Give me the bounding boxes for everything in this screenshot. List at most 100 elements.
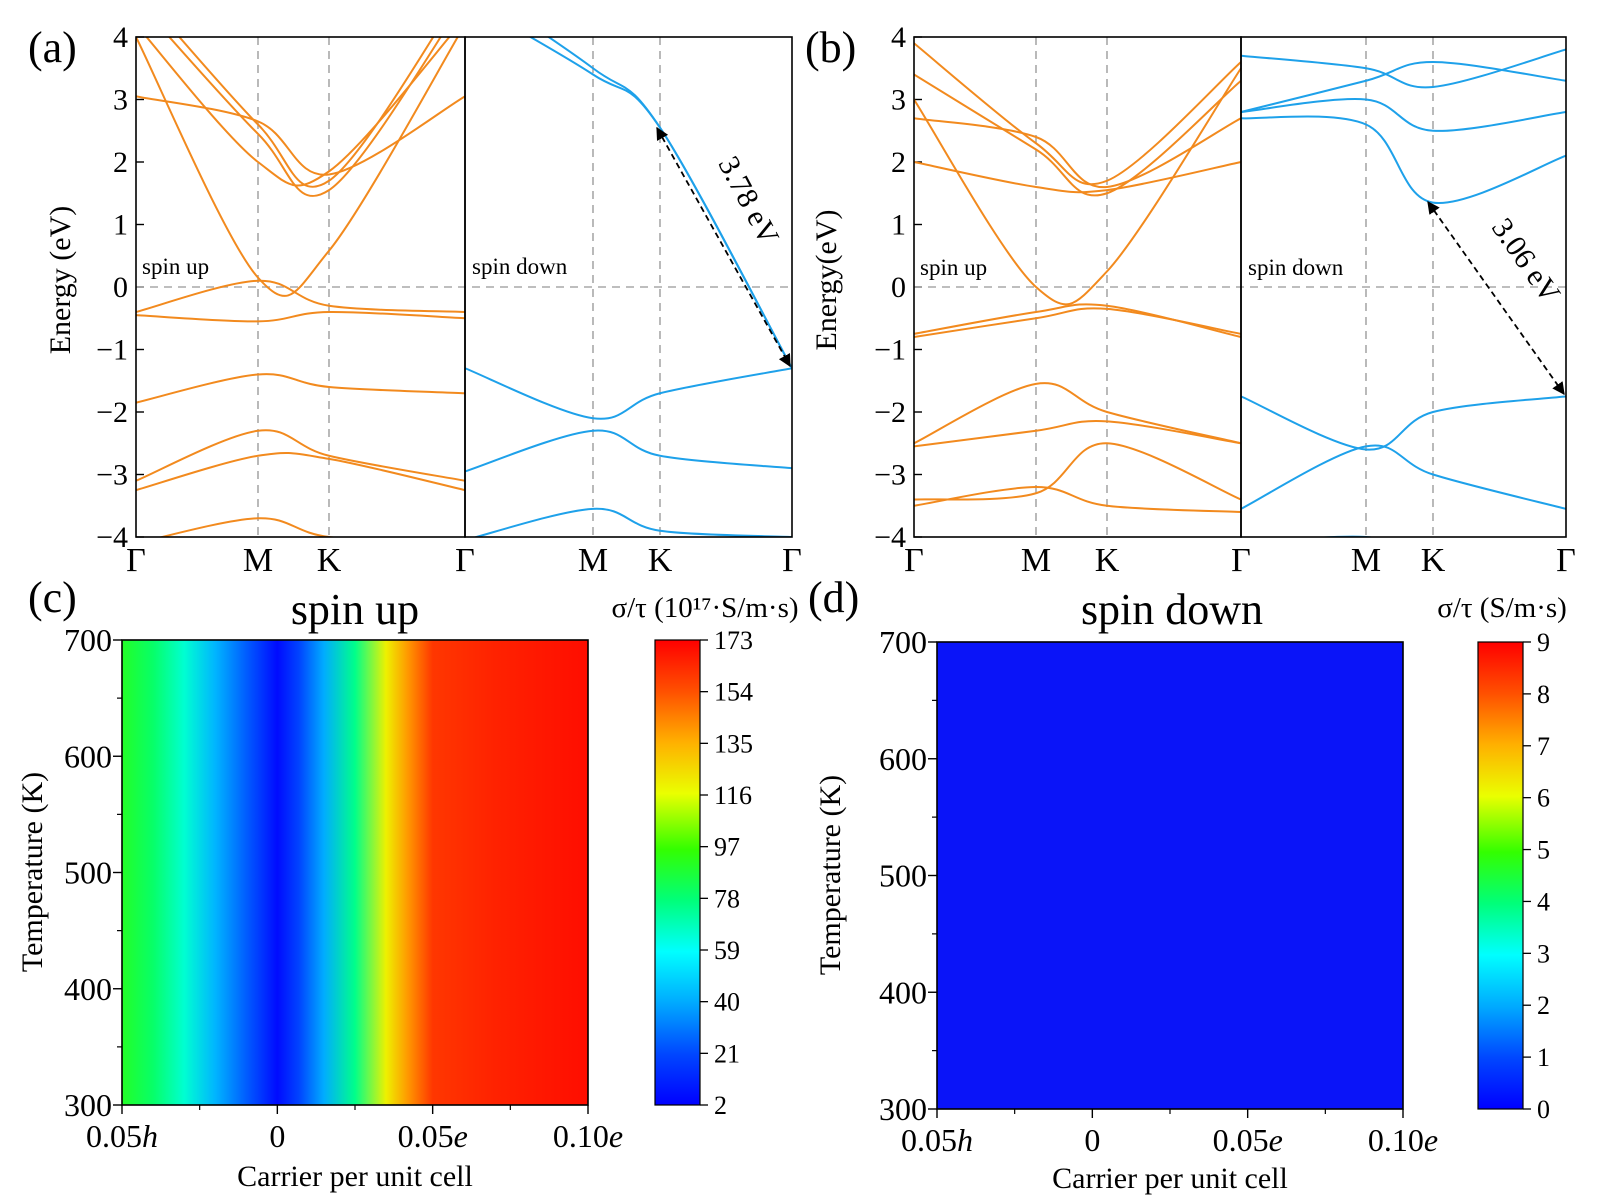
panel-c-colorbar-label: σ/τ (10¹⁷·S/m·s) bbox=[611, 592, 798, 624]
band-up-2 bbox=[167, 37, 442, 197]
band-up-9 bbox=[914, 442, 1242, 501]
band-down-14 bbox=[464, 429, 792, 473]
panel-d-colorbar-label: σ/τ (S/m·s) bbox=[1437, 592, 1567, 624]
ytick-label: 4 bbox=[113, 21, 128, 54]
colorbar-tick-label: 9 bbox=[1537, 628, 1550, 657]
band-down-13 bbox=[464, 367, 792, 420]
ytick-label: 3 bbox=[113, 84, 128, 117]
panel-d-colorbar-ticks: 9 8 7 6 5 4 3 2 1 0 bbox=[1523, 628, 1550, 1124]
band-up-0 bbox=[914, 117, 1242, 189]
panel-c-yticks: 700 600 500 400 300 bbox=[64, 622, 122, 1123]
xtick-label: 0 bbox=[1084, 1122, 1100, 1158]
panel-d-tag: (d) bbox=[808, 573, 859, 622]
xtick-label: 0 bbox=[269, 1118, 285, 1154]
panel-a-tag: (a) bbox=[28, 23, 77, 72]
panel-b-frame-right bbox=[1240, 36, 1567, 538]
band-up-5 bbox=[136, 279, 466, 313]
panel-a-spin-up-label: spin up bbox=[142, 254, 209, 279]
ytick-label: 700 bbox=[879, 624, 927, 660]
xtick-label: 0.10e bbox=[553, 1118, 623, 1154]
kpoint-label: M bbox=[1351, 542, 1381, 579]
panel-a-bands bbox=[136, 37, 792, 537]
ytick-label: 1 bbox=[113, 209, 128, 242]
kpoint-label: Γ bbox=[1556, 542, 1576, 579]
colorbar-tick-label: 2 bbox=[1537, 991, 1550, 1020]
panel-c-tag: (c) bbox=[28, 573, 77, 622]
panel-c-xlabel: Carrier per unit cell bbox=[237, 1160, 473, 1193]
ytick-label: 300 bbox=[64, 1087, 112, 1123]
kpoint-label: K bbox=[317, 542, 342, 579]
colorbar-tick-label: 40 bbox=[714, 988, 740, 1017]
xtick-label: 0.05h bbox=[901, 1122, 973, 1158]
band-up-2 bbox=[914, 73, 1242, 197]
ytick-label: −1 bbox=[874, 334, 906, 367]
colorbar-tick-label: 135 bbox=[714, 729, 753, 758]
panel-b-yticks: 4 3 2 1 0 −1 −2 −3 −4 bbox=[874, 21, 922, 554]
kpoint-label: Γ bbox=[782, 542, 802, 579]
ytick-label: 4 bbox=[891, 21, 906, 54]
panel-c-colorbar-ticks: 173 154 135 116 97 78 59 40 21 2 bbox=[700, 626, 753, 1120]
band-up-7 bbox=[914, 382, 1242, 445]
band-up-8 bbox=[914, 420, 1242, 448]
colorbar-tick-label: 173 bbox=[714, 626, 753, 655]
panel-b-tag: (b) bbox=[805, 23, 856, 72]
panel-b-bands bbox=[914, 42, 1566, 537]
band-down-17 bbox=[1314, 535, 1375, 537]
panel-c-heatmap bbox=[122, 640, 588, 1105]
colorbar-tick-label: 2 bbox=[714, 1091, 727, 1120]
panel-b-spin-down-label: spin down bbox=[1248, 255, 1344, 280]
kpoint-label: Γ bbox=[1231, 542, 1251, 579]
band-up-6 bbox=[914, 307, 1242, 338]
band-up-4 bbox=[914, 67, 1242, 306]
band-up-1 bbox=[178, 37, 435, 188]
ytick-label: 2 bbox=[113, 146, 128, 179]
colorbar-tick-label: 1 bbox=[1537, 1043, 1550, 1072]
panel-a-gap-arrow bbox=[656, 126, 791, 368]
band-down-12 bbox=[1240, 60, 1566, 113]
ytick-label: 400 bbox=[879, 974, 927, 1010]
xtick-label: 0.05e bbox=[398, 1118, 468, 1154]
colorbar-tick-label: 78 bbox=[714, 884, 740, 913]
colorbar-tick-label: 0 bbox=[1537, 1095, 1550, 1124]
kpoint-label: Γ bbox=[904, 542, 924, 579]
kpoint-label: Γ bbox=[455, 542, 475, 579]
panel-d-ylabel: Temperature (K) bbox=[814, 775, 847, 975]
kpoint-label: K bbox=[1095, 542, 1120, 579]
ytick-label: 600 bbox=[64, 738, 112, 774]
kpoint-label: M bbox=[1021, 542, 1051, 579]
panel-c-ylabel: Temperature (K) bbox=[16, 772, 49, 972]
band-down-11 bbox=[1240, 115, 1566, 204]
band-up-10 bbox=[157, 517, 339, 537]
ytick-label: −3 bbox=[874, 459, 906, 492]
panel-a-ylabel: Energy (eV) bbox=[44, 206, 77, 355]
ytick-label: 400 bbox=[64, 971, 112, 1007]
ytick-label: 300 bbox=[879, 1091, 927, 1127]
ytick-label: 1 bbox=[891, 209, 906, 242]
colorbar-tick-label: 5 bbox=[1537, 836, 1550, 865]
panel-c-colorbar bbox=[654, 639, 701, 1106]
band-up-4 bbox=[136, 37, 459, 297]
xtick-label: 0.05e bbox=[1213, 1122, 1283, 1158]
band-down-16 bbox=[1240, 444, 1566, 510]
ytick-label: 500 bbox=[64, 855, 112, 891]
band-up-3 bbox=[145, 37, 451, 187]
panel-a: (a) Energy (eV) 4 3 2 1 0 −1 −2 −3 −4 Γ M K Γ M K Γ sp… bbox=[28, 21, 802, 579]
panel-d: (d) spin down σ/τ (S/m·s) Temperature (K… bbox=[808, 573, 1567, 1195]
ytick-label: −3 bbox=[96, 459, 128, 492]
panel-a-frame-right bbox=[464, 36, 793, 538]
panel-c: (c) spin up σ/τ (10¹⁷·S/m·s) Temperature… bbox=[16, 573, 799, 1193]
colorbar-tick-label: 3 bbox=[1537, 939, 1550, 968]
band-up-7 bbox=[136, 373, 466, 404]
ytick-label: 700 bbox=[64, 622, 112, 658]
colorbar-tick-label: 97 bbox=[714, 833, 740, 862]
band-up-6 bbox=[136, 310, 466, 323]
ytick-label: 0 bbox=[891, 271, 906, 304]
panel-d-colorbar bbox=[1477, 641, 1524, 1110]
colorbar-tick-label: 6 bbox=[1537, 784, 1550, 813]
band-up-1 bbox=[914, 42, 1242, 186]
ytick-label: −4 bbox=[96, 521, 128, 554]
panel-a-spin-down-label: spin down bbox=[472, 254, 568, 279]
